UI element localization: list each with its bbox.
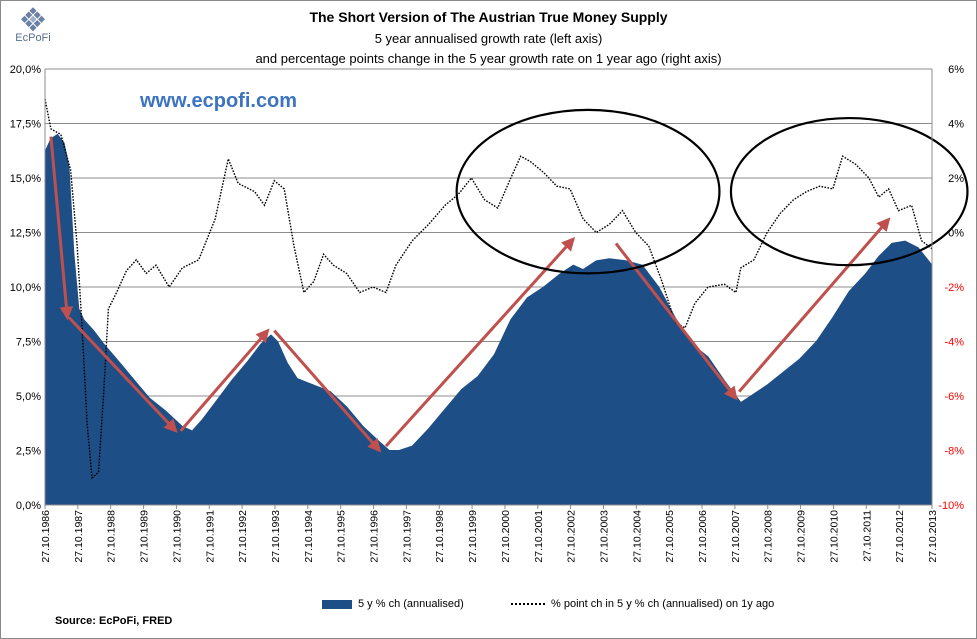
legend-area-swatch	[322, 599, 352, 609]
left-tick-label: 10,0%	[10, 282, 41, 294]
chart-subtitle-1: 5 year annualised growth rate (left axis…	[374, 31, 603, 46]
x-tick-label: 27.10.1996	[369, 510, 381, 563]
x-tick-label: 27.10.1998	[434, 510, 446, 563]
right-tick-label: 0%	[948, 228, 964, 240]
website-watermark: www.ecpofi.com	[140, 90, 298, 112]
x-tick-label: 27.10.1995	[336, 510, 348, 563]
x-tick-label: 27.10.1994	[303, 510, 315, 563]
x-tick-label: 27.10.1988	[106, 510, 118, 563]
highlight-ellipse	[729, 116, 969, 267]
chart-title: The Short Version of The Austrian True M…	[309, 9, 668, 25]
trend-arrow	[49, 136, 74, 321]
x-tick-label: 27.10.1997	[401, 510, 413, 563]
axes	[44, 69, 933, 509]
trend-arrows	[49, 136, 891, 453]
left-tick-label: 7,5%	[16, 337, 41, 349]
area-series-fill	[44, 133, 933, 506]
highlight-ellipse	[455, 108, 721, 275]
trend-arrow	[738, 217, 891, 393]
left-tick-label: 17,5%	[10, 119, 41, 131]
x-tick-label: 27.10.2009	[796, 510, 808, 563]
x-tick-label: 27.10.1990	[171, 510, 183, 563]
trend-arrow	[384, 237, 576, 448]
legend-line-label: % point ch in 5 y % ch (annualised) on 1…	[551, 598, 775, 610]
x-tick-label: 27.10.2012	[894, 510, 906, 563]
left-tick-label: 20,0%	[10, 64, 41, 76]
chart-subtitle-2: and percentage points change in the 5 ye…	[255, 51, 722, 66]
source-note: Source: EcPoFi, FRED	[55, 615, 173, 627]
legend: 5 y % ch (annualised) % point ch in 5 y …	[0, 598, 977, 616]
trend-arrow	[179, 328, 270, 432]
logo-text: EcPoFi	[15, 32, 51, 44]
x-tick-label: 27.10.1993	[270, 510, 282, 563]
x-tick-label: 27.10.2007	[730, 510, 742, 563]
dotted-line-path	[44, 98, 933, 480]
right-tick-label: -6%	[944, 391, 964, 403]
highlight-circles	[455, 108, 969, 275]
x-tick-label: 27.10.1999	[467, 510, 479, 563]
right-tick-label: -8%	[944, 446, 964, 458]
left-tick-label: 12,5%	[10, 228, 41, 240]
right-tick-label: -2%	[944, 282, 964, 294]
right-axis-labels: -10% -8% -6% -4% -2% 0% 2% 4% 6%	[938, 64, 964, 512]
x-tick-label: 27.10.1992	[237, 510, 249, 563]
x-tick-label: 27.10.1986	[40, 510, 52, 563]
x-tick-label: 27.10.2000	[500, 510, 512, 563]
x-tick-label: 27.10.2001	[533, 510, 545, 563]
x-tick-label: 27.10.1987	[73, 510, 85, 563]
left-tick-label: 2,5%	[16, 446, 41, 458]
right-tick-label: 4%	[948, 119, 964, 131]
legend-line-swatch	[511, 603, 545, 605]
x-axis-labels: 27.10.1986 27.10.1987 27.10.1988 27.10.1989…	[40, 510, 939, 563]
right-tick-label: -4%	[944, 337, 964, 349]
legend-area-label: 5 y % ch (annualised)	[358, 598, 464, 610]
trend-arrow	[67, 316, 178, 433]
x-tick-label: 27.10.2008	[763, 510, 775, 563]
legend-item-area: 5 y % ch (annualised)	[322, 598, 464, 610]
x-tick-label: 27.10.1989	[139, 510, 151, 563]
x-tick-label: 27.10.2002	[566, 510, 578, 563]
left-tick-label: 15,0%	[10, 173, 41, 185]
left-tick-label: 5,0%	[16, 391, 41, 403]
x-tick-label: 27.10.2010	[828, 510, 840, 563]
x-tick-label: 27.10.2013	[927, 510, 939, 563]
left-axis-labels: 0,0% 2,5% 5,0% 7,5% 10,0% 12,5% 15,0% 17,5% 20,0…	[10, 64, 41, 512]
right-tick-label: -10%	[938, 500, 964, 512]
x-tick-label: 27.10.2011	[861, 510, 873, 562]
trend-arrow	[614, 242, 738, 401]
x-tick-label: 27.10.2005	[664, 510, 676, 563]
trend-arrow	[273, 329, 382, 453]
x-tick-label: 27.10.1991	[204, 510, 216, 563]
right-tick-label: 2%	[948, 173, 964, 185]
x-tick-label: 27.10.2006	[697, 510, 709, 563]
x-tick-label: 27.10.2004	[631, 510, 643, 563]
dotted-line-series	[44, 98, 933, 480]
left-tick-label: 0,0%	[16, 500, 41, 512]
area-series	[44, 133, 933, 506]
legend-item-line: % point ch in 5 y % ch (annualised) on 1…	[511, 598, 774, 610]
ecpofi-logo	[20, 7, 46, 32]
right-tick-label: 6%	[948, 64, 964, 76]
x-tick-label: 27.10.2003	[598, 510, 610, 563]
